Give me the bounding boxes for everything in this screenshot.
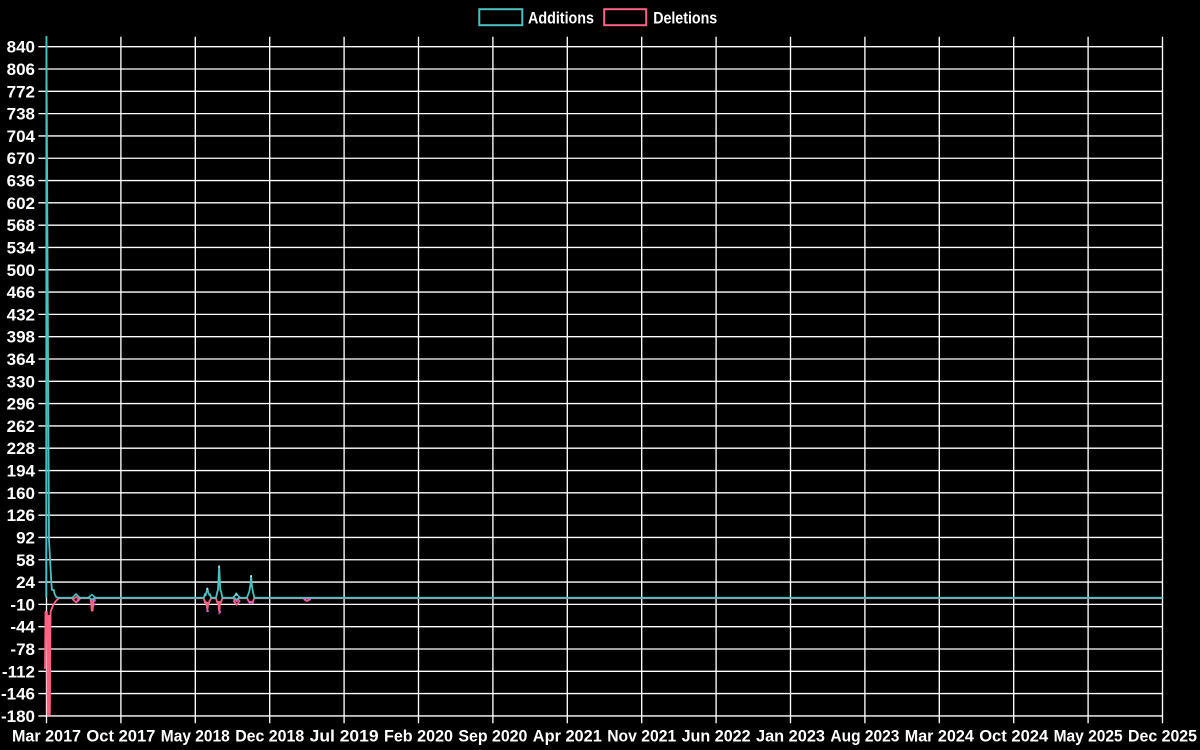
- svg-text:Jul 2019: Jul 2019: [310, 727, 379, 746]
- svg-text:772: 772: [7, 82, 35, 101]
- svg-text:Oct 2017: Oct 2017: [86, 727, 155, 746]
- svg-text:432: 432: [7, 305, 35, 324]
- svg-text:-112: -112: [2, 662, 35, 681]
- svg-text:-10: -10: [10, 595, 35, 614]
- svg-text:738: 738: [7, 105, 35, 124]
- svg-text:Feb 2020: Feb 2020: [384, 727, 453, 746]
- svg-text:May 2025: May 2025: [1054, 727, 1123, 746]
- svg-text:602: 602: [7, 194, 35, 213]
- svg-text:636: 636: [7, 172, 35, 191]
- svg-text:Additions: Additions: [528, 9, 594, 28]
- svg-text:Jan 2023: Jan 2023: [756, 727, 825, 746]
- svg-text:Aug 2023: Aug 2023: [830, 727, 899, 746]
- svg-text:-44: -44: [10, 618, 35, 637]
- svg-text:126: 126: [7, 506, 35, 525]
- svg-text:-180: -180: [1, 707, 35, 726]
- svg-text:704: 704: [7, 127, 36, 146]
- svg-text:670: 670: [7, 149, 35, 168]
- svg-text:Deletions: Deletions: [653, 9, 717, 28]
- svg-text:Nov 2021: Nov 2021: [607, 727, 676, 746]
- svg-text:568: 568: [7, 216, 35, 235]
- svg-text:364: 364: [7, 350, 36, 369]
- svg-text:840: 840: [7, 38, 35, 57]
- svg-text:Oct 2024: Oct 2024: [979, 727, 1049, 746]
- svg-text:330: 330: [7, 372, 35, 391]
- svg-text:Mar 2017: Mar 2017: [12, 727, 81, 746]
- svg-text:Dec 2025: Dec 2025: [1128, 727, 1197, 746]
- svg-text:-78: -78: [10, 640, 35, 659]
- svg-text:228: 228: [7, 439, 35, 458]
- svg-text:262: 262: [7, 417, 35, 436]
- svg-text:500: 500: [7, 261, 35, 280]
- svg-text:194: 194: [7, 462, 36, 481]
- svg-text:Sep 2020: Sep 2020: [458, 727, 527, 746]
- svg-text:-146: -146: [1, 685, 35, 704]
- svg-text:92: 92: [16, 529, 35, 548]
- svg-text:398: 398: [7, 328, 35, 347]
- svg-text:58: 58: [16, 551, 35, 570]
- svg-text:May 2018: May 2018: [161, 727, 230, 746]
- svg-text:Dec 2018: Dec 2018: [235, 727, 304, 746]
- svg-text:466: 466: [7, 283, 35, 302]
- svg-text:534: 534: [7, 239, 36, 258]
- svg-text:Jun 2022: Jun 2022: [682, 727, 751, 746]
- svg-text:Apr 2021: Apr 2021: [533, 727, 602, 746]
- svg-text:806: 806: [7, 60, 35, 79]
- svg-text:296: 296: [7, 395, 35, 414]
- svg-text:Mar 2024: Mar 2024: [905, 727, 975, 746]
- svg-text:160: 160: [7, 484, 35, 503]
- svg-text:24: 24: [16, 573, 35, 592]
